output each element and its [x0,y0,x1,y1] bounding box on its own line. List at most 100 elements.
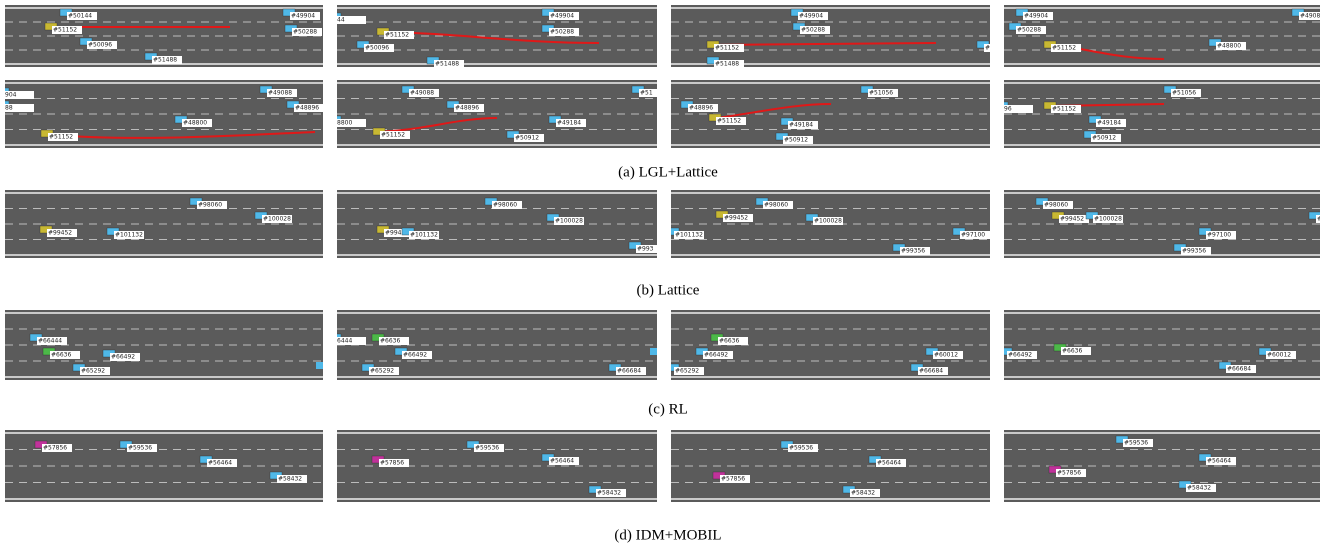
road: 904 #49088 #48896 88 #48800 #51152 [0,80,324,148]
vehicle-id: #4908 [1300,13,1320,20]
vehicle-id: #51152 [1052,45,1076,52]
vehicle-id: #51488 [153,57,177,64]
vehicle-id: #57856 [380,460,404,467]
vehicle-id: #50288 [801,27,825,34]
vehicle-id: #57856 [1057,470,1081,477]
vehicle-id: #99452 [48,230,72,237]
road-panel: #59536 #56464 #57856 #58432 [671,430,990,502]
vehicle-id: 44 [337,17,345,24]
vehicle-id: #66684 [617,368,641,375]
road: 6444#6636#66492#65292#66684 [329,310,662,380]
vehicle [650,348,662,355]
vehicle-id: #65292 [81,368,105,375]
vehicle-id: #6636 [1062,348,1082,355]
road-panel: #66444#6636#66492#65292 [5,310,328,380]
vehicle-id: #50096 [88,42,112,49]
vehicle-id: #51152 [381,132,405,139]
vehicle-id: #50912 [784,137,808,144]
vehicle-id: #51152 [715,45,739,52]
vehicle-id: #59536 [789,445,813,452]
vehicle-id: #59536 [475,445,499,452]
vehicle-id: #66684 [1227,366,1251,373]
vehicle-id: 88 [5,105,13,112]
road: #59536 #56464 #57856 #58432 [671,430,990,502]
vehicle-id: #50288 [1017,27,1041,34]
vehicle-id: #48896 [689,105,713,112]
vehicle-id: #50288 [550,29,574,36]
vehicle-id: #50912 [515,135,539,142]
vehicle-id: #58432 [278,476,302,483]
road: #49904#4908#50288#51152#48800 [1004,5,1329,67]
vehicle-id: #56464 [550,458,574,465]
road-panel: #59536#56464#57856#58432 [1004,430,1320,502]
vehicle-id: #51152 [49,134,73,141]
vehicle-id: #49088 [268,90,292,97]
road-panel: #6636#66492#65292#60012#66684 [667,310,990,380]
road-panel: #51056 96 #51152 #49184 #50912 [996,80,1320,148]
vehicle [316,362,328,369]
vehicle-id: #50912 [1092,135,1116,142]
vehicle-id: #99452 [1060,216,1084,223]
road-panel: #98060#99452#100028#1#97100#99356 [1004,190,1337,258]
vehicle-id: #6636 [51,352,71,359]
vehicle-id: #100028 [814,218,842,225]
road: #49904#50288#51152#51488#4 [671,5,1014,68]
vehicle-id: #101132 [115,232,143,239]
vehicle-id: #98060 [764,202,788,209]
vehicle-id: #48800 [183,120,207,127]
vehicle-id: #98060 [198,202,222,209]
vehicle-id: #993 [637,246,654,253]
road: #57856 #59536 #56464 #58432 [5,430,323,502]
vehicle-id: #65292 [370,368,394,375]
road-panel: #49904#4908#50288#51152#48800 [1004,5,1329,67]
vehicle-id: #50288 [293,29,317,36]
road-panel: 44#49904#50288#51152#50096#51488 [329,5,657,68]
vehicle-id: #100028 [263,216,291,223]
page: #50144#51152#50096#51488#49904#5028844#4… [0,0,1337,552]
vehicle-id: #51056 [869,90,893,97]
road: 44#49904#50288#51152#50096#51488 [329,5,657,68]
vehicle-id: #65292 [675,368,699,375]
vehicle-id: #51056 [1172,90,1196,97]
vehicle-id: #50144 [68,13,92,20]
vehicle-id: #49184 [557,120,581,127]
road-panel: 6444#6636#66492#65292#66684 [329,310,662,380]
vehicle-id: #66492 [1008,352,1032,359]
vehicle-id: #1 [1317,216,1326,223]
vehicle-id: #66492 [111,354,135,361]
vehicle-id: 8800 [337,120,352,127]
vehicle-id: 904 [5,92,17,99]
vehicle-id: #57856 [43,445,67,452]
road-panel: #98060 #100028 #99452 #101132 [5,190,323,258]
vehicle-id: #59536 [128,445,152,452]
vehicle-id: 6444 [337,338,352,345]
vehicle-id: #66492 [403,352,427,359]
vehicle-id: #56464 [208,460,232,467]
vehicle-id: #56464 [877,460,901,467]
road-panel: #49904#50288#51152#51488#4 [671,5,1014,68]
road-panel: #57856 #59536 #56464 #58432 [337,430,657,502]
vehicle-id: #58432 [851,490,875,497]
vehicle-id: 96 [1004,106,1012,113]
vehicle-id: #51152 [53,27,77,34]
vehicle-id: #49904 [799,13,823,20]
vehicle-id: #49184 [1097,120,1121,127]
vehicle-id: #100028 [555,218,583,225]
vehicle-id: #48896 [295,105,319,112]
vehicle-id: #51 [640,90,653,97]
road-panel: #49088#488968800#51152#50912#49184#51 [329,80,669,148]
vehicle-id: #59536 [1124,440,1148,447]
vehicle-id: #97100 [961,232,985,239]
vehicle-id: #57856 [721,476,745,483]
caption: (a) LGL+Lattice [618,164,718,180]
vehicle-id: #58432 [1187,485,1211,492]
vehicle-id: #58432 [597,490,621,497]
road-panel: #57856 #59536 #56464 #58432 [5,430,323,502]
vehicle-id: #98060 [493,202,517,209]
road: #57856 #59536 #56464 #58432 [337,430,657,502]
road: #66444#6636#66492#65292 [5,310,328,380]
vehicle-id: #49904 [1024,13,1048,20]
vehicle-id: #51152 [1052,106,1076,113]
figure: #50144#51152#50096#51488#49904#5028844#4… [0,0,1337,552]
